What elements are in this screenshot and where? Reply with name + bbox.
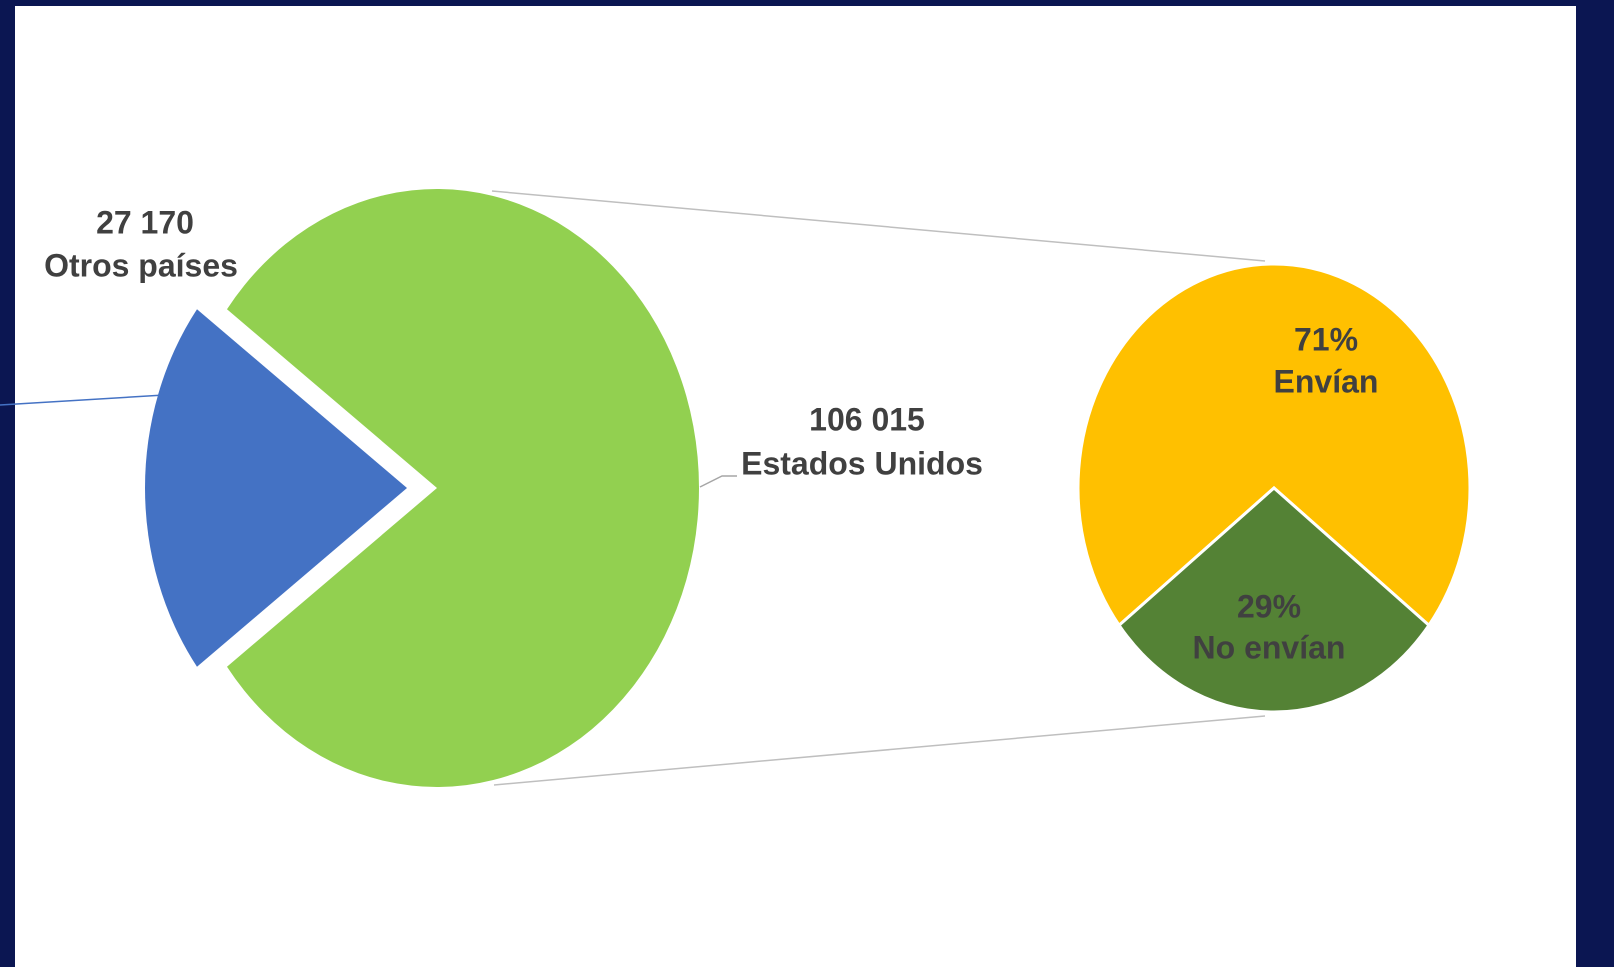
data-label: 106 015 — [809, 401, 925, 437]
pie-slice — [1117, 485, 1431, 714]
data-label: 27 170 — [96, 204, 194, 240]
category-label: Estados Unidos — [741, 445, 983, 481]
data-label: 29% — [1237, 588, 1301, 624]
category-label: Otros países — [44, 247, 238, 283]
category-label: Envían — [1274, 363, 1379, 399]
leader-line — [699, 475, 737, 488]
connector-line — [491, 190, 1266, 262]
data-label: 71% — [1294, 321, 1358, 357]
category-label: No envían — [1193, 629, 1346, 665]
pie-slice — [1076, 262, 1472, 628]
pie-slice — [145, 309, 407, 667]
connector-line — [493, 715, 1266, 786]
leader-line — [0, 393, 182, 406]
pie-slice — [226, 189, 699, 788]
